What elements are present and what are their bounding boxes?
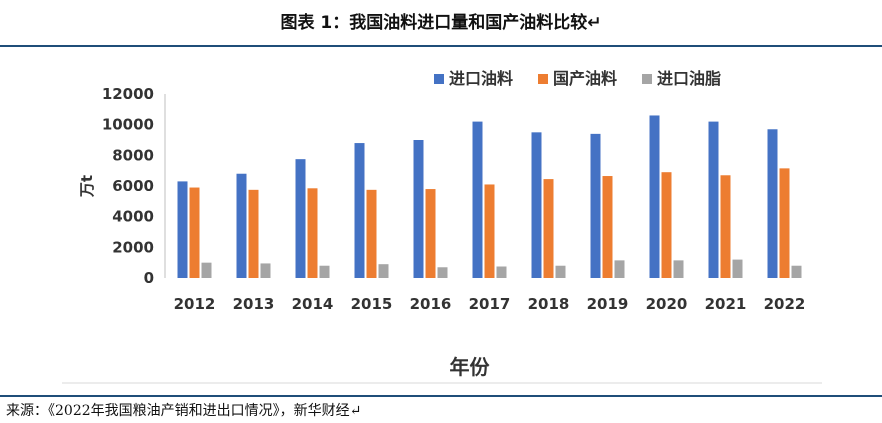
source-note: 来源：《2022年我国粮油产销和进出口情况》，新华财经↵ bbox=[6, 403, 362, 419]
y-tick-label: 4000 bbox=[112, 208, 154, 226]
bar-2-2020 bbox=[661, 172, 672, 278]
legend-swatch-2 bbox=[538, 74, 548, 84]
bar-3-2013 bbox=[260, 263, 271, 278]
bar-1-2017 bbox=[472, 121, 483, 278]
bar-3-2022 bbox=[791, 265, 802, 278]
x-tick-label: 2015 bbox=[351, 295, 393, 313]
bar-3-2021 bbox=[732, 259, 743, 278]
bar-1-2022 bbox=[767, 129, 778, 278]
y-tick-label: 12000 bbox=[102, 85, 154, 103]
y-tick-label: 10000 bbox=[102, 116, 154, 134]
bar-2-2012 bbox=[189, 187, 200, 278]
bar-2-2022 bbox=[779, 168, 790, 278]
y-tick-label: 8000 bbox=[112, 146, 154, 164]
bar-3-2014 bbox=[319, 265, 330, 278]
bar-1-2014 bbox=[295, 159, 306, 278]
chart-svg: 进口油料 国产油料 进口油脂 0 2000 4000 6000 8000 10000 12000 万… bbox=[62, 69, 822, 384]
bottom-rule bbox=[0, 395, 882, 397]
bar-3-2018 bbox=[555, 265, 566, 278]
legend-swatch-3 bbox=[642, 74, 652, 84]
figure-title: 图表 1：我国油料进口量和国产油料比较↵ bbox=[280, 13, 602, 33]
bar-1-2019 bbox=[590, 133, 601, 278]
y-axis-label: 万t bbox=[78, 175, 96, 198]
bar-2-2018 bbox=[543, 179, 554, 278]
bar-1-2012 bbox=[177, 181, 188, 278]
bar-3-2020 bbox=[673, 260, 684, 278]
top-rule bbox=[0, 45, 882, 47]
legend-swatch-1 bbox=[434, 74, 444, 84]
bar-3-2017 bbox=[496, 266, 507, 278]
x-tick-label: 2018 bbox=[528, 295, 570, 313]
x-axis-label: 年份 bbox=[450, 355, 491, 379]
x-tick-label: 2013 bbox=[233, 295, 275, 313]
bar-1-2013 bbox=[236, 173, 247, 278]
x-tick-label: 2020 bbox=[646, 295, 688, 313]
bar-2-2017 bbox=[484, 184, 495, 278]
legend-label-1: 进口油料 bbox=[449, 69, 513, 88]
x-tick-label: 2014 bbox=[292, 295, 334, 313]
chart: 进口油料 国产油料 进口油脂 0 2000 4000 6000 8000 10000 12000 万… bbox=[62, 52, 822, 386]
bar-1-2015 bbox=[354, 143, 365, 278]
x-tick-label: 2021 bbox=[705, 295, 747, 313]
bar-2-2016 bbox=[425, 189, 436, 278]
bar-1-2016 bbox=[413, 140, 424, 278]
y-tick-label: 2000 bbox=[112, 238, 154, 256]
x-tick-label: 2017 bbox=[469, 295, 511, 313]
bar-3-2015 bbox=[378, 264, 389, 278]
x-tick-label: 2019 bbox=[587, 295, 629, 313]
bar-3-2012 bbox=[201, 262, 212, 278]
bar-2-2014 bbox=[307, 188, 318, 278]
x-tick-label: 2022 bbox=[764, 295, 806, 313]
y-tick-label: 6000 bbox=[112, 177, 154, 195]
bar-2-2013 bbox=[248, 189, 259, 278]
bar-2-2015 bbox=[366, 189, 377, 278]
bar-1-2021 bbox=[708, 121, 719, 278]
bar-1-2020 bbox=[649, 115, 660, 278]
bar-1-2018 bbox=[531, 132, 542, 278]
legend-label-2: 国产油料 bbox=[553, 69, 617, 88]
x-tick-label: 2012 bbox=[174, 295, 216, 313]
bar-2-2021 bbox=[720, 175, 731, 278]
y-tick-label: 0 bbox=[144, 269, 154, 287]
bar-3-2016 bbox=[437, 267, 448, 278]
x-tick-label: 2016 bbox=[410, 295, 452, 313]
bar-2-2019 bbox=[602, 176, 613, 278]
legend-label-3: 进口油脂 bbox=[657, 69, 721, 88]
bar-3-2019 bbox=[614, 260, 625, 278]
